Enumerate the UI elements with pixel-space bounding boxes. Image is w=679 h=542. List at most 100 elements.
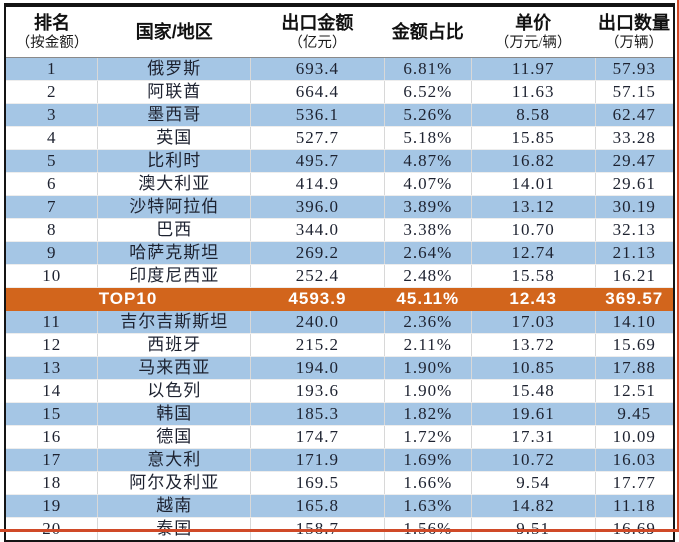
cell-export-quantity: 30.19 bbox=[594, 195, 674, 219]
cell-export-amount: 495.7 bbox=[250, 149, 385, 173]
cell-export-amount: 414.9 bbox=[250, 172, 385, 196]
column-header-export-quantity: 出口数量 （万辆） bbox=[595, 5, 674, 58]
cell-export-quantity: 12.51 bbox=[594, 379, 674, 403]
table-row: 5 比利时 495.7 4.87% 16.82 29.47 bbox=[5, 149, 674, 173]
cell-export-quantity: 14.10 bbox=[594, 310, 674, 334]
cell-export-amount: 171.9 bbox=[250, 448, 385, 472]
cell-amount-share: 6.81% bbox=[383, 57, 472, 81]
table-row: 9 哈萨克斯坦 269.2 2.64% 12.74 21.13 bbox=[5, 241, 674, 265]
cell-rank: 14 bbox=[5, 379, 98, 403]
cell-rank: 1 bbox=[5, 57, 98, 81]
cell-country: 沙特阿拉伯 bbox=[97, 195, 251, 219]
column-title: 单价 bbox=[515, 13, 552, 33]
cell-amount-share: 2.48% bbox=[383, 264, 472, 288]
cell-export-amount: 252.4 bbox=[250, 264, 385, 288]
cell-country: 德国 bbox=[97, 425, 251, 449]
cell-country: 墨西哥 bbox=[97, 103, 251, 127]
cell-rank: 5 bbox=[5, 149, 98, 173]
table-row: 17 意大利 171.9 1.69% 10.72 16.03 bbox=[5, 448, 674, 472]
car-export-ranking-table: 排名 （按金额） 国家/地区 出口金额 （亿元） 金额占比 单价 （万元/辆） bbox=[4, 3, 675, 542]
cell-export-amount: 194.0 bbox=[250, 356, 385, 380]
cell-rank: 7 bbox=[5, 195, 98, 219]
table-row: 4 英国 527.7 5.18% 15.85 33.28 bbox=[5, 126, 674, 150]
table-row: 15 韩国 185.3 1.82% 19.61 9.45 bbox=[5, 402, 674, 426]
table-row: 1 俄罗斯 693.4 6.81% 11.97 57.93 bbox=[5, 57, 674, 81]
cell-rank: 19 bbox=[5, 494, 98, 518]
cell-export-amount: 269.2 bbox=[250, 241, 385, 265]
cell-rank: 9 bbox=[5, 241, 98, 265]
column-title: 出口数量 bbox=[598, 13, 671, 33]
column-subtitle: （万辆） bbox=[605, 35, 664, 51]
cell-export-amount: 4593.9 bbox=[250, 287, 385, 311]
cell-export-quantity: 21.13 bbox=[594, 241, 674, 265]
cell-rank: 13 bbox=[5, 356, 98, 380]
cell-unit-price: 17.31 bbox=[470, 425, 596, 449]
cell-rank: 17 bbox=[5, 448, 98, 472]
cell-country: 西班牙 bbox=[97, 333, 251, 357]
cell-export-quantity: 369.57 bbox=[594, 287, 674, 311]
cell-unit-price: 17.03 bbox=[470, 310, 596, 334]
column-header-rank: 排名 （按金额） bbox=[5, 5, 98, 58]
cell-rank: 15 bbox=[5, 402, 98, 426]
cell-amount-share: 4.87% bbox=[383, 149, 472, 173]
cell-unit-price: 16.82 bbox=[470, 149, 596, 173]
table-body: 1 俄罗斯 693.4 6.81% 11.97 57.93 2 阿联酋 664.4 6.52% 11… bbox=[5, 57, 674, 542]
cell-unit-price: 10.72 bbox=[470, 448, 596, 472]
table-row: 3 墨西哥 536.1 5.26% 8.58 62.47 bbox=[5, 103, 674, 127]
cell-export-amount: 215.2 bbox=[250, 333, 385, 357]
red-edge-bottom bbox=[0, 529, 679, 532]
cell-country: 印度尼西亚 bbox=[97, 264, 251, 288]
table-row: 14 以色列 193.6 1.90% 15.48 12.51 bbox=[5, 379, 674, 403]
cell-country: 英国 bbox=[97, 126, 251, 150]
cell-amount-share: 4.07% bbox=[383, 172, 472, 196]
cell-export-quantity: 29.47 bbox=[594, 149, 674, 173]
cell-country: 阿联酋 bbox=[97, 80, 251, 104]
cell-unit-price: 11.97 bbox=[470, 57, 596, 81]
column-subtitle: （按金额） bbox=[15, 35, 89, 51]
column-title: 金额占比 bbox=[391, 22, 464, 42]
table-row: 8 巴西 344.0 3.38% 10.70 32.13 bbox=[5, 218, 674, 242]
cell-country: 以色列 bbox=[97, 379, 251, 403]
cell-export-quantity: 29.61 bbox=[594, 172, 674, 196]
cell-export-amount: 169.5 bbox=[250, 471, 385, 495]
table-row: 2 阿联酋 664.4 6.52% 11.63 57.15 bbox=[5, 80, 674, 104]
cell-rank: 10 bbox=[5, 264, 98, 288]
table-row: 10 印度尼西亚 252.4 2.48% 15.58 16.21 bbox=[5, 264, 674, 288]
cell-unit-price: 12.74 bbox=[470, 241, 596, 265]
cell-unit-price: 14.01 bbox=[470, 172, 596, 196]
cell-amount-share: 2.11% bbox=[383, 333, 472, 357]
cell-rank: 18 bbox=[5, 471, 98, 495]
cell-country: 阿尔及利亚 bbox=[97, 471, 251, 495]
cell-amount-share: 3.38% bbox=[383, 218, 472, 242]
cell-export-quantity: 15.69 bbox=[594, 333, 674, 357]
cell-unit-price: 19.61 bbox=[470, 402, 596, 426]
cell-export-amount: 527.7 bbox=[250, 126, 385, 150]
cell-export-amount: 396.0 bbox=[250, 195, 385, 219]
cell-country: 韩国 bbox=[97, 402, 251, 426]
cell-export-quantity: 9.45 bbox=[594, 402, 674, 426]
cell-unit-price: 8.58 bbox=[470, 103, 596, 127]
cell-unit-price: 13.72 bbox=[470, 333, 596, 357]
cell-unit-price: 15.48 bbox=[470, 379, 596, 403]
cell-rank: 11 bbox=[5, 310, 98, 334]
cell-export-amount: 240.0 bbox=[250, 310, 385, 334]
cell-export-amount: 693.4 bbox=[250, 57, 385, 81]
cell-unit-price: 10.70 bbox=[470, 218, 596, 242]
column-header-amount-share: 金额占比 bbox=[384, 5, 472, 58]
column-title: 出口金额 bbox=[281, 13, 354, 33]
cell-export-amount: 664.4 bbox=[250, 80, 385, 104]
cell-rank: 12 bbox=[5, 333, 98, 357]
cell-amount-share: 1.69% bbox=[383, 448, 472, 472]
cell-unit-price: 15.58 bbox=[470, 264, 596, 288]
cell-export-quantity: 17.77 bbox=[594, 471, 674, 495]
summary-label: TOP10 bbox=[5, 287, 251, 311]
cell-rank: 6 bbox=[5, 172, 98, 196]
cell-export-quantity: 16.21 bbox=[594, 264, 674, 288]
cell-export-quantity: 33.28 bbox=[594, 126, 674, 150]
cell-export-quantity: 17.88 bbox=[594, 356, 674, 380]
cell-export-quantity: 16.03 bbox=[594, 448, 674, 472]
cell-amount-share: 1.72% bbox=[383, 425, 472, 449]
table-row: 7 沙特阿拉伯 396.0 3.89% 13.12 30.19 bbox=[5, 195, 674, 219]
cell-country: 巴西 bbox=[97, 218, 251, 242]
